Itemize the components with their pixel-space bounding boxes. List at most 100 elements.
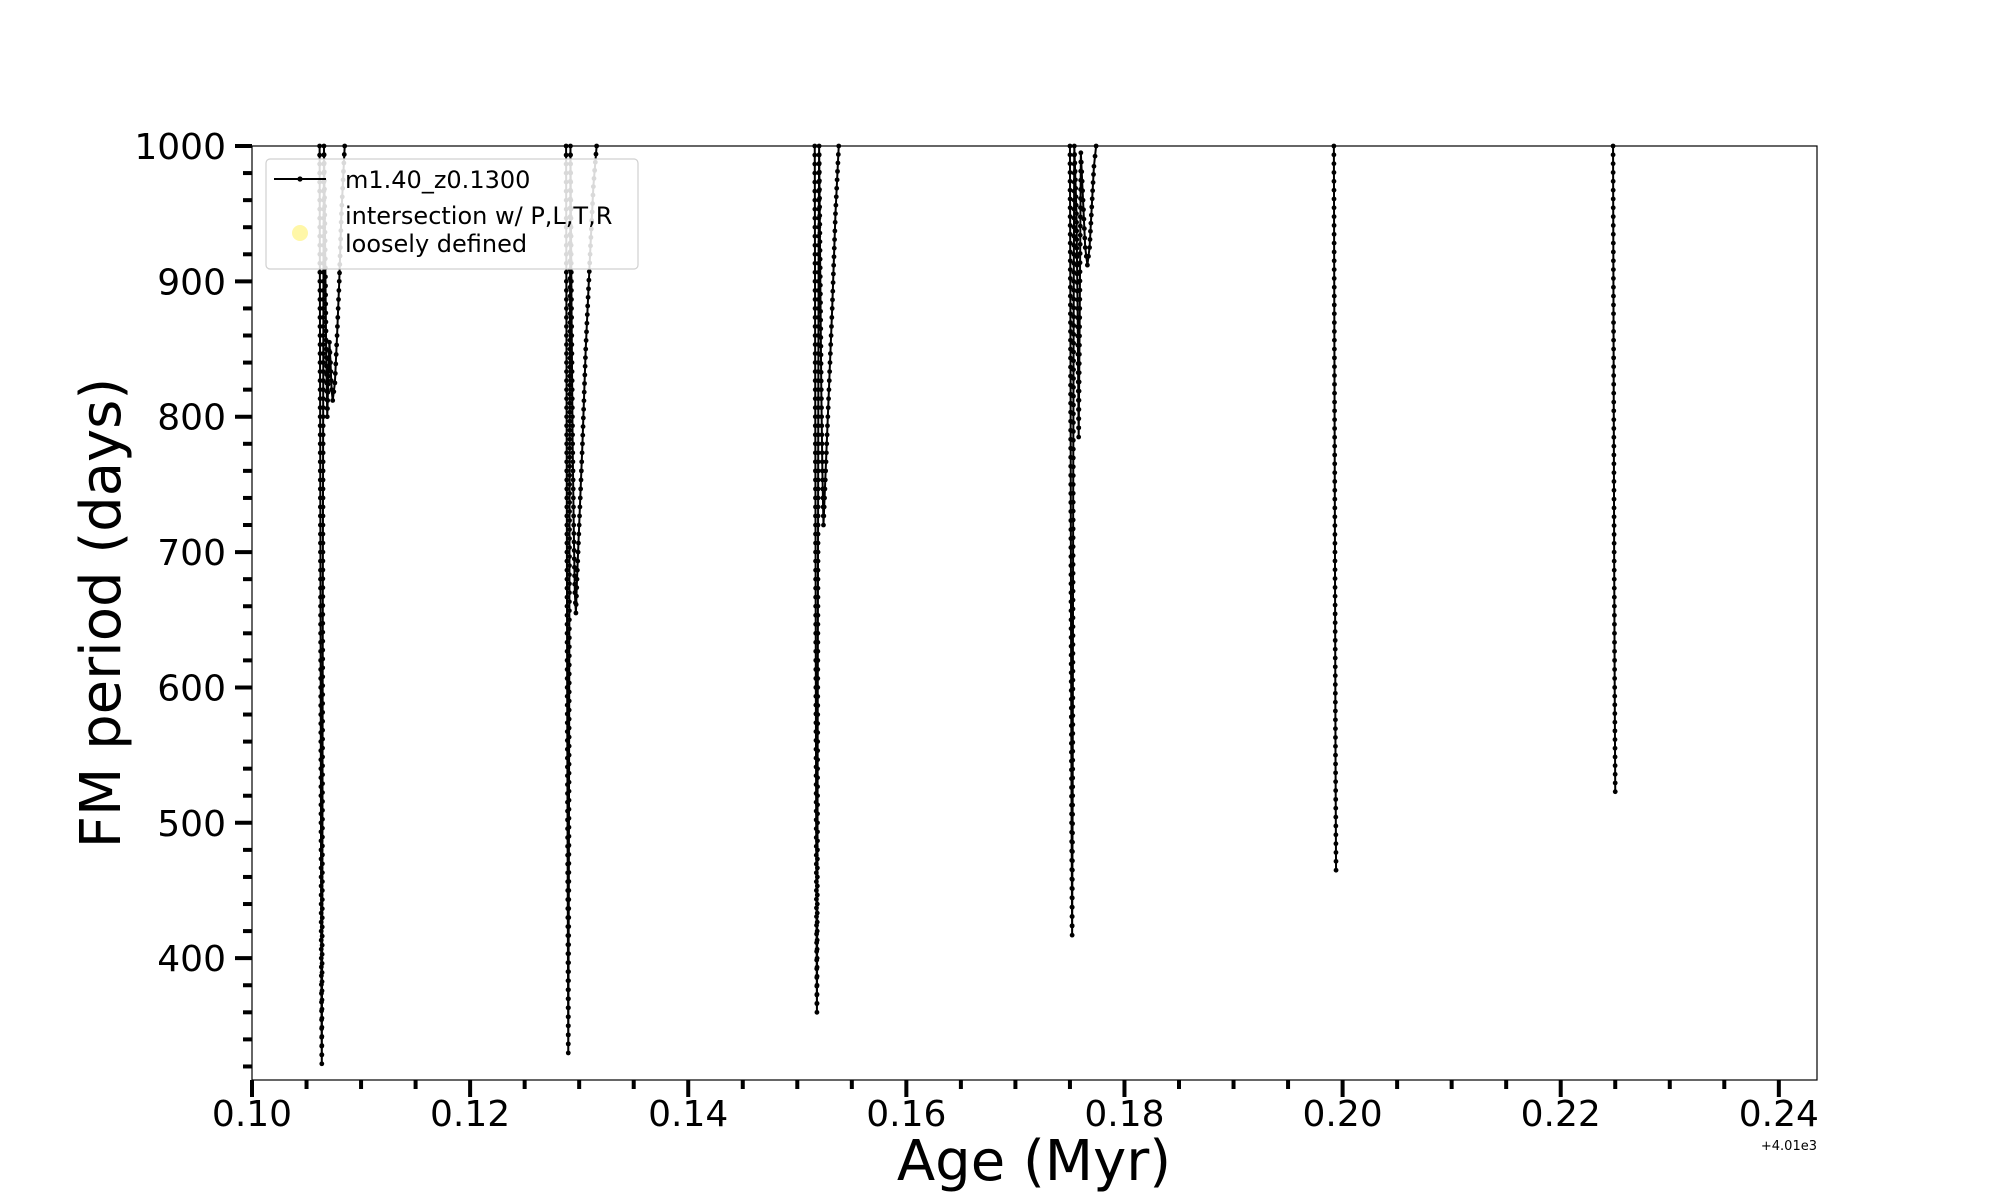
series-point <box>567 563 572 569</box>
series-point <box>1332 373 1337 378</box>
series-point <box>1333 832 1339 838</box>
series-point <box>822 495 827 501</box>
legend: m1.40_z0.1300 intersection w/ P,L,T,R lo… <box>265 158 639 270</box>
series-point <box>817 274 823 279</box>
series-point <box>812 242 818 248</box>
series-point <box>1333 823 1339 829</box>
series-point <box>1067 161 1073 167</box>
series-point <box>1070 490 1076 496</box>
series-point <box>1611 603 1617 609</box>
series-point <box>566 698 572 704</box>
series-point <box>320 441 326 447</box>
series-point <box>1611 284 1616 290</box>
series-point <box>815 540 821 546</box>
series-point <box>1070 811 1075 817</box>
series-point <box>320 396 326 402</box>
series-point <box>1070 508 1076 514</box>
series-point <box>578 477 584 483</box>
series-point <box>1333 841 1339 847</box>
series-point <box>564 594 570 600</box>
series-point <box>814 892 820 898</box>
series-point <box>576 540 581 546</box>
series-point <box>1612 719 1618 725</box>
series-point <box>1612 612 1617 618</box>
series-point <box>564 729 570 734</box>
series-point <box>1610 178 1616 184</box>
series-point <box>564 495 570 501</box>
series-point <box>1067 187 1073 193</box>
series-point <box>813 870 819 876</box>
series-point <box>815 847 820 853</box>
series-point <box>1070 570 1076 576</box>
series-point <box>566 942 572 948</box>
series-point <box>1088 220 1094 226</box>
series-point <box>319 1043 325 1048</box>
series-point <box>1611 293 1616 299</box>
series-point <box>317 324 323 329</box>
series-point <box>819 405 824 411</box>
series-point <box>583 355 588 361</box>
series-point <box>1070 633 1076 639</box>
series-point <box>1089 204 1095 210</box>
series-point <box>1333 805 1339 811</box>
series-point <box>320 683 326 689</box>
series-point <box>1331 187 1337 193</box>
series-point <box>320 315 326 320</box>
series-point <box>1332 399 1337 405</box>
series-point <box>814 982 820 988</box>
series-point <box>321 143 327 149</box>
series-point <box>564 676 570 681</box>
series-point <box>580 432 586 438</box>
series-point <box>320 576 326 582</box>
series-point <box>569 315 575 320</box>
series-point <box>1071 296 1077 302</box>
series-point <box>320 414 326 420</box>
series-point <box>819 459 825 465</box>
series-point <box>320 754 325 760</box>
series-point <box>564 504 570 510</box>
series-point <box>1071 358 1076 364</box>
series-point <box>815 739 821 744</box>
series-point <box>1333 770 1338 776</box>
series-point <box>1333 752 1338 758</box>
series-point <box>815 757 821 763</box>
series-point <box>815 703 821 708</box>
series-point <box>570 468 576 474</box>
series-point <box>333 361 339 367</box>
series-point <box>320 549 326 555</box>
series-point <box>564 315 569 320</box>
series-point <box>564 369 569 374</box>
series-point <box>1332 655 1338 661</box>
series-point <box>818 317 824 323</box>
series-point <box>320 843 325 849</box>
series-point <box>566 788 572 794</box>
series-point <box>821 513 827 519</box>
legend-box <box>265 158 639 270</box>
series-point <box>825 423 830 429</box>
series-point <box>1076 379 1082 385</box>
series-point <box>320 816 325 822</box>
series-point <box>565 1041 571 1047</box>
series-point <box>567 400 573 406</box>
series-point <box>818 343 824 349</box>
series-point <box>1077 269 1083 275</box>
series-point <box>577 504 583 510</box>
series-point <box>815 820 820 826</box>
series-point <box>1331 196 1337 202</box>
series-point <box>1611 434 1617 440</box>
series-point <box>1611 461 1617 467</box>
series-point <box>1331 328 1337 334</box>
series-point <box>814 946 820 952</box>
series-point <box>1332 646 1338 652</box>
series-point <box>1076 397 1082 403</box>
series-point <box>577 495 583 501</box>
series-point <box>1080 188 1085 194</box>
series-point <box>567 572 572 578</box>
series-point <box>1069 867 1075 873</box>
series-point <box>1332 699 1338 705</box>
series-point <box>1070 677 1076 683</box>
series-point <box>1333 779 1339 785</box>
series-point <box>1332 461 1338 467</box>
series-point <box>320 638 326 644</box>
series-point <box>815 531 821 537</box>
